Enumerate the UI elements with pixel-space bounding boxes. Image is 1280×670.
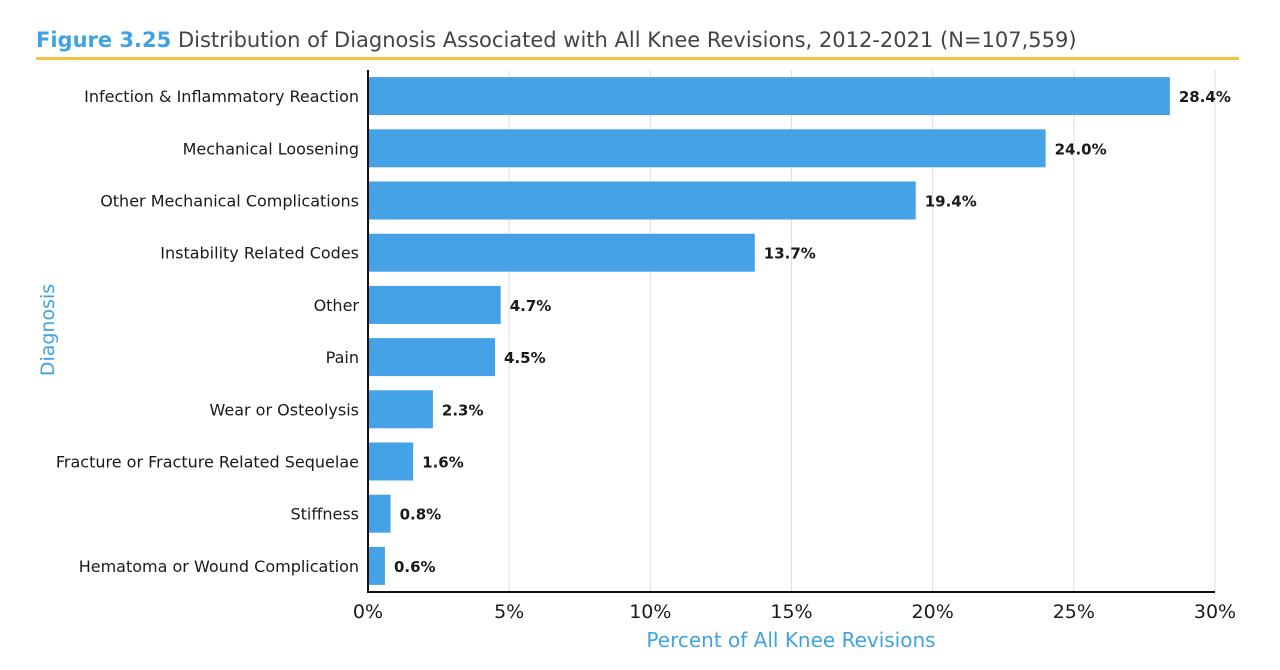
x-tick-labels: 0% 5% 10% 15% 20% 25% 30% (353, 601, 1236, 623)
category-label: Infection & Inflammatory Reaction (84, 87, 359, 106)
x-tick-label: 25% (1053, 601, 1095, 623)
bar (368, 442, 414, 481)
value-label: 1.6% (422, 454, 464, 472)
category-label: Fracture or Fracture Related Sequelae (56, 453, 359, 472)
category-label: Other (314, 296, 360, 315)
value-label: 0.6% (394, 558, 436, 576)
value-label: 28.4% (1179, 88, 1231, 106)
bar (368, 77, 1170, 116)
value-label: 0.8% (400, 506, 442, 524)
bar (368, 338, 496, 377)
bar (368, 129, 1046, 168)
chart-title: Figure 3.25 Distribution of Diagnosis As… (36, 28, 1077, 52)
category-label: Wear or Osteolysis (209, 400, 359, 419)
x-axis-label: Percent of All Knee Revisions (646, 628, 936, 652)
bar (368, 181, 916, 220)
category-label: Pain (326, 348, 359, 367)
x-tick-label: 15% (770, 601, 812, 623)
bar (368, 546, 385, 585)
x-tick-label: 5% (494, 601, 524, 623)
value-label: 19.4% (925, 193, 977, 211)
category-label: Mechanical Loosening (183, 139, 359, 158)
category-labels: Infection & Inflammatory Reaction Mechani… (56, 87, 360, 576)
value-label: 4.5% (504, 349, 546, 367)
value-label: 13.7% (764, 245, 816, 263)
bar (368, 233, 755, 272)
value-labels: 28.4% 24.0% 19.4% 13.7% 4.7% 4.5% 2.3% 1.6% 0.8%… (394, 88, 1231, 576)
value-label: 4.7% (510, 297, 552, 315)
bar (368, 494, 391, 533)
bars (368, 77, 1170, 585)
value-label: 24.0% (1055, 140, 1107, 158)
title-underline (36, 57, 1239, 60)
x-tick-label: 10% (629, 601, 671, 623)
bar (368, 285, 501, 324)
x-tick-label: 20% (912, 601, 954, 623)
y-axis-label: Diagnosis (37, 283, 59, 377)
category-label: Instability Related Codes (160, 244, 359, 263)
x-tick-label: 0% (353, 601, 383, 623)
category-label: Hematoma or Wound Complication (79, 557, 359, 576)
value-label: 2.3% (442, 401, 484, 419)
x-tick-label: 30% (1194, 601, 1236, 623)
category-label: Stiffness (290, 505, 359, 524)
bar (368, 390, 433, 429)
category-label: Other Mechanical Complications (100, 192, 359, 211)
figure-number: Figure 3.25 (36, 28, 172, 52)
figure-title: Distribution of Diagnosis Associated wit… (177, 28, 1077, 52)
